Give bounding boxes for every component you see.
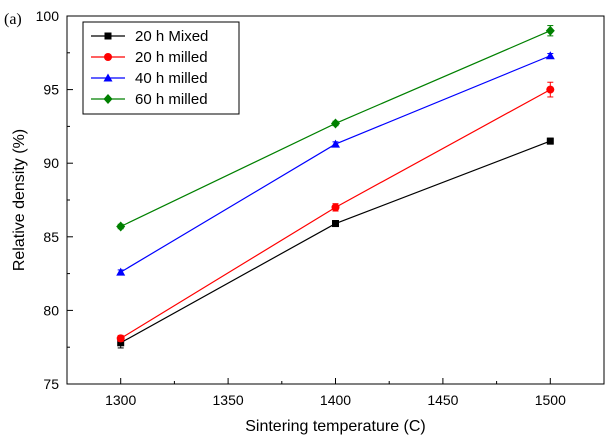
y-tick-label: 90 — [43, 155, 59, 171]
legend-marker — [104, 32, 112, 40]
data-point — [545, 25, 555, 36]
data-point — [117, 339, 125, 347]
data-point — [545, 51, 555, 60]
y-tick-label: 85 — [43, 229, 59, 245]
y-tick-label: 100 — [36, 8, 60, 24]
series-2 — [116, 81, 555, 343]
y-axis-title: Relative density (%) — [11, 129, 28, 271]
y-tick-label: 95 — [43, 82, 59, 98]
x-axis-title: Sintering temperature (C) — [245, 418, 426, 435]
data-point — [331, 139, 340, 148]
x-tick-label: 1300 — [105, 392, 136, 408]
legend: 20 h Mixed 20 h milled 40 h milled 60 h mil… — [82, 21, 240, 115]
legend-label: 60 h milled — [135, 91, 208, 108]
panel-label: (a) — [4, 11, 22, 28]
series-1 — [117, 137, 554, 349]
x-tick-label: 1400 — [320, 392, 351, 408]
axis-ticks: 1300 1350 1400 1450 1500 75 80 85 90 95 100 — [36, 8, 566, 408]
data-point — [546, 85, 555, 94]
data-point — [331, 118, 340, 129]
series-4 — [116, 25, 555, 232]
legend-marker — [103, 94, 113, 104]
data-point — [116, 267, 126, 276]
series-3 — [116, 51, 555, 276]
legend-label: 40 h milled — [135, 70, 208, 87]
series-line — [120, 140, 551, 344]
legend-label: 20 h Mixed — [135, 28, 208, 45]
legend-label: 20 h milled — [135, 49, 208, 66]
data-point — [546, 137, 554, 145]
data-point — [116, 334, 125, 343]
legend-marker — [104, 53, 112, 61]
x-tick-label: 1350 — [213, 392, 244, 408]
legend-marker — [103, 73, 113, 82]
y-tick-label: 80 — [43, 302, 59, 318]
x-tick-label: 1450 — [427, 392, 458, 408]
data-point — [331, 203, 340, 212]
x-tick-label: 1500 — [535, 392, 566, 408]
data-point — [332, 220, 339, 228]
series-layer — [116, 25, 555, 349]
plot-area-frame — [66, 15, 605, 385]
y-tick-label: 75 — [43, 376, 59, 392]
data-point — [116, 221, 126, 232]
